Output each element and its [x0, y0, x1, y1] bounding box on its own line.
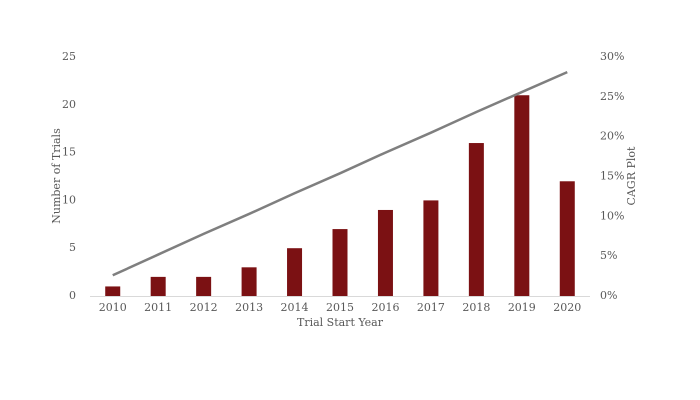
x-tick-label: 2015: [326, 301, 354, 314]
y2-tick-label: 30%: [600, 50, 624, 63]
bar: [241, 267, 257, 296]
x-tick-label: 2016: [371, 301, 399, 314]
x-axis-title: Trial Start Year: [297, 316, 384, 329]
y-tick-label: 0: [69, 289, 76, 302]
bar: [196, 276, 212, 296]
x-tick-label: 2020: [553, 301, 581, 314]
bar: [514, 95, 530, 297]
y2-tick-label: 20%: [600, 130, 624, 143]
x-tick-label: 2013: [235, 301, 263, 314]
x-tick-label: 2014: [281, 301, 309, 314]
line: [112, 70, 568, 277]
y-tick-label: 15: [62, 146, 76, 159]
y-tick-label: 25: [62, 50, 76, 63]
bar: [377, 209, 393, 296]
bar: [332, 229, 348, 296]
bar: [559, 181, 575, 296]
y2-tick-label: 0%: [600, 289, 617, 302]
y-tick-label: 10: [62, 193, 76, 206]
x-tick-label: 2011: [144, 301, 172, 314]
x-tick-label: 2019: [508, 301, 536, 314]
x-tick-label: 2017: [417, 301, 445, 314]
y2-tick-label: 15%: [600, 170, 624, 183]
x-tick-label: 2012: [190, 301, 218, 314]
x-tick-label: 2018: [462, 301, 490, 314]
y2-tick-label: 25%: [600, 90, 624, 103]
y-tick-label: 5: [69, 241, 76, 254]
bar: [468, 143, 484, 296]
bar: [105, 286, 121, 296]
y-axis-title: Number of Trials: [50, 128, 63, 224]
x-tick-label: 2010: [99, 301, 127, 314]
y2-tick-label: 5%: [600, 249, 617, 262]
bar: [423, 200, 439, 296]
y-tick-label: 20: [62, 98, 76, 111]
bar: [150, 276, 166, 296]
y2-axis-title: CAGR Plot: [625, 146, 638, 205]
bar: [287, 248, 303, 296]
y2-tick-label: 10%: [600, 209, 624, 222]
